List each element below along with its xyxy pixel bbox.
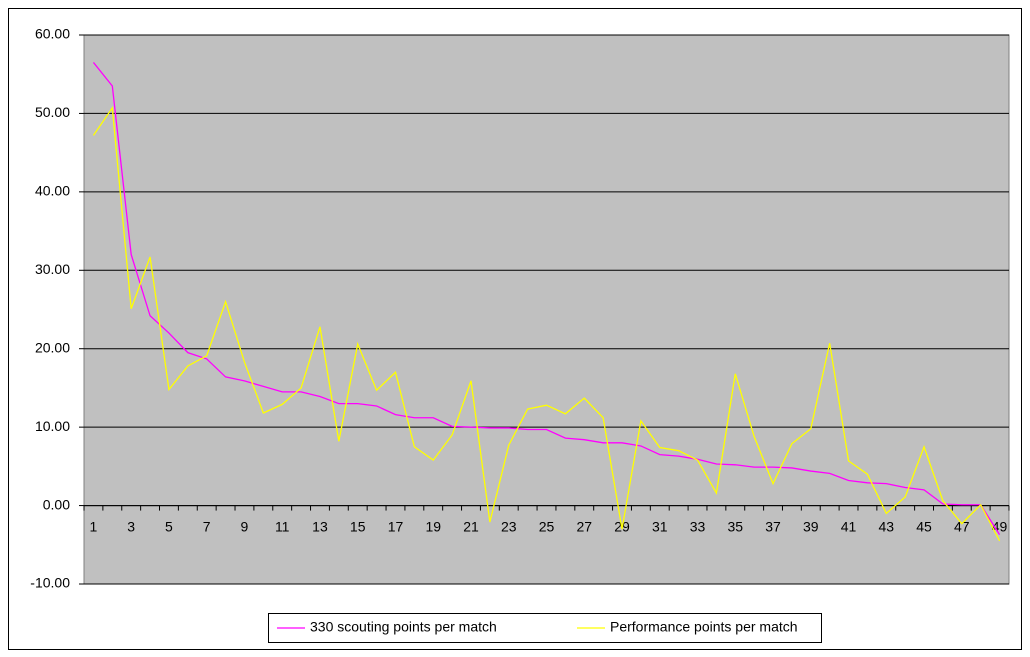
- y-tick-label: 50.00: [35, 104, 70, 120]
- x-tick-label: 41: [841, 518, 857, 534]
- x-tick-label: 47: [954, 518, 970, 534]
- y-tick-label: 60.00: [35, 26, 70, 42]
- series-line: [92, 62, 1001, 535]
- series-line: [92, 106, 1001, 542]
- y-tick-label: 10.00: [35, 418, 70, 434]
- y-tick-label: 0.00: [43, 496, 70, 512]
- y-tick-label: -10.00: [30, 575, 70, 591]
- x-tick-label: 3: [127, 518, 135, 534]
- legend-label: Performance points per match: [610, 619, 798, 635]
- x-tick-label: 7: [203, 518, 211, 534]
- x-tick-label: 37: [765, 518, 781, 534]
- x-tick-label: 15: [350, 518, 366, 534]
- x-tick-label: 1: [90, 518, 98, 534]
- x-tick-label: 13: [312, 518, 328, 534]
- x-tick-label: 27: [576, 518, 592, 534]
- x-tick-label: 19: [425, 518, 441, 534]
- x-tick-label: 45: [916, 518, 932, 534]
- y-tick-label: 40.00: [35, 183, 70, 199]
- y-tick-label: 30.00: [35, 261, 70, 277]
- x-tick-label: 21: [463, 518, 479, 534]
- x-tick-label: 9: [241, 518, 249, 534]
- y-tick-label: 20.00: [35, 339, 70, 355]
- legend-box: [268, 613, 822, 643]
- x-tick-label: 43: [879, 518, 895, 534]
- legend-label: 330 scouting points per match: [310, 619, 497, 635]
- x-tick-label: 5: [165, 518, 173, 534]
- x-tick-label: 23: [501, 518, 517, 534]
- x-tick-label: 11: [275, 518, 290, 534]
- x-tick-label: 49: [992, 518, 1008, 534]
- x-tick-label: 35: [727, 518, 743, 534]
- x-tick-label: 17: [388, 518, 404, 534]
- x-tick-label: 33: [690, 518, 706, 534]
- x-tick-label: 31: [652, 518, 668, 534]
- x-tick-label: 39: [803, 518, 819, 534]
- x-tick-label: 25: [539, 518, 555, 534]
